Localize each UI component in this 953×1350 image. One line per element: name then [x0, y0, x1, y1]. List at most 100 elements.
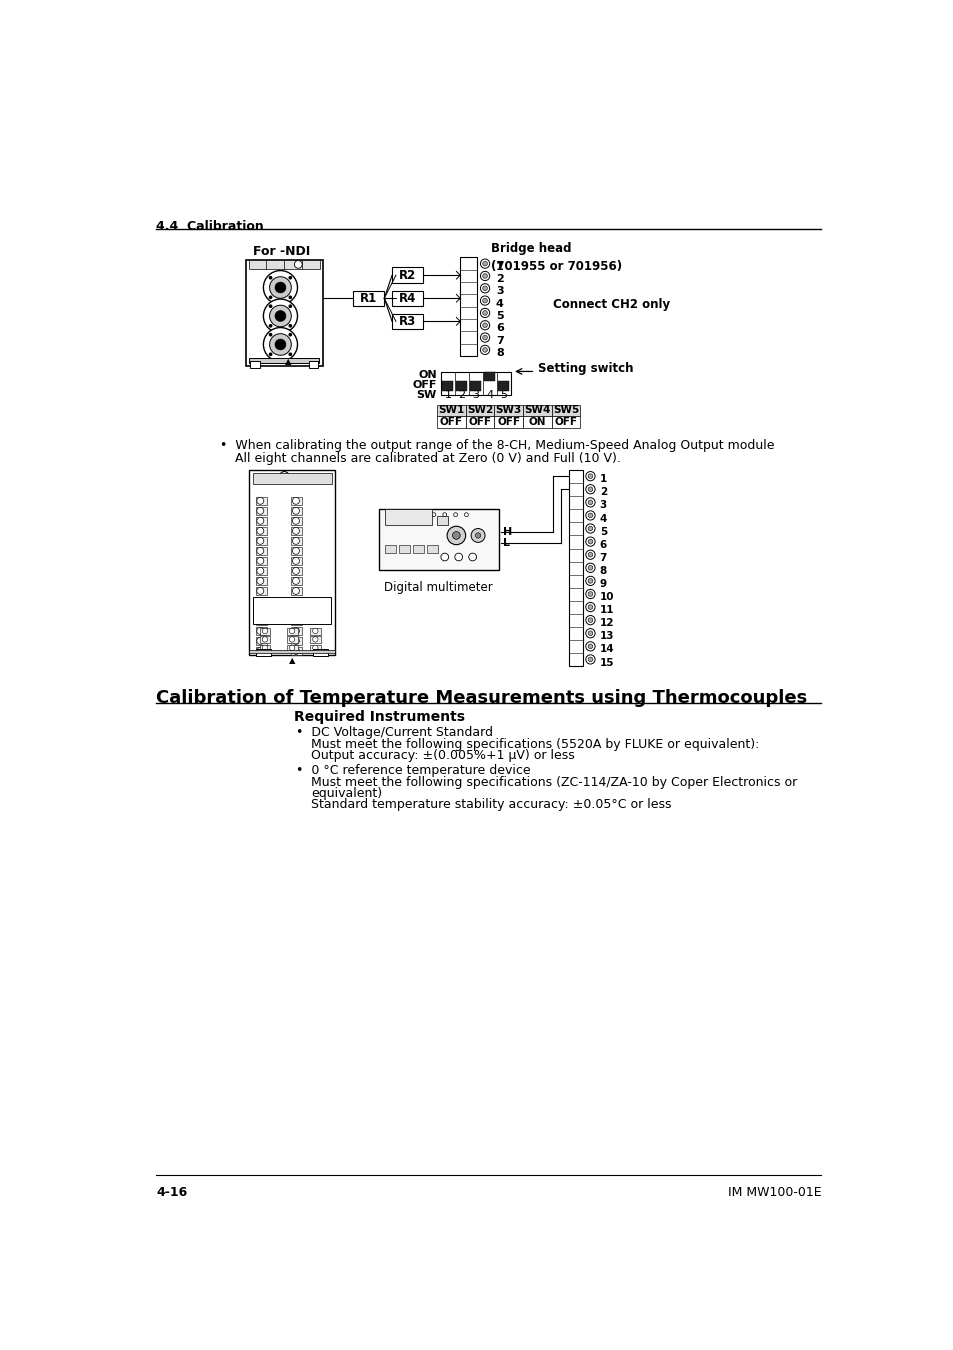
Circle shape [256, 537, 264, 544]
Bar [255, 558, 266, 564]
Text: For -NDI: For -NDI [253, 246, 311, 258]
Text: 4-16: 4-16 [156, 1187, 188, 1199]
Bar [310, 645, 320, 652]
Bar [378, 509, 498, 570]
Text: OFF: OFF [468, 417, 491, 427]
Bar [255, 617, 266, 625]
Circle shape [269, 333, 272, 336]
Circle shape [585, 549, 595, 559]
Circle shape [256, 558, 264, 564]
Text: IM MW100-01E: IM MW100-01E [727, 1187, 821, 1199]
Bar [286, 645, 297, 652]
Bar [291, 547, 302, 555]
Text: 3: 3 [472, 390, 478, 400]
Circle shape [256, 508, 264, 514]
FancyBboxPatch shape [392, 290, 422, 306]
Bar [249, 470, 335, 655]
Text: 4: 4 [496, 298, 503, 309]
Bar [291, 647, 302, 655]
Bar [255, 517, 266, 525]
Circle shape [262, 645, 268, 651]
Bar [255, 576, 266, 585]
Bar [459, 258, 476, 356]
Circle shape [455, 554, 462, 560]
Text: 1: 1 [496, 262, 503, 271]
Circle shape [585, 498, 595, 508]
Circle shape [289, 324, 292, 327]
Circle shape [256, 608, 264, 614]
Circle shape [587, 566, 592, 570]
Circle shape [256, 497, 264, 505]
Text: OFF: OFF [554, 417, 577, 427]
Circle shape [432, 513, 436, 517]
Circle shape [585, 537, 595, 547]
Circle shape [289, 333, 292, 336]
Text: SW4: SW4 [523, 405, 550, 416]
Circle shape [464, 513, 468, 517]
Bar [249, 259, 319, 269]
Circle shape [475, 533, 480, 539]
Text: 5: 5 [499, 390, 507, 400]
Circle shape [480, 296, 489, 305]
Text: R3: R3 [398, 315, 416, 328]
Bar [497, 382, 509, 390]
Text: 4: 4 [486, 390, 493, 400]
Circle shape [269, 354, 272, 355]
Circle shape [293, 528, 299, 535]
Circle shape [587, 552, 592, 558]
Circle shape [399, 513, 403, 517]
Circle shape [293, 508, 299, 514]
Circle shape [587, 487, 592, 491]
Bar [255, 497, 266, 505]
Circle shape [289, 277, 292, 279]
Circle shape [256, 598, 264, 605]
Circle shape [270, 333, 291, 355]
Text: Required Instruments: Required Instruments [294, 710, 464, 724]
Circle shape [480, 333, 489, 342]
Circle shape [293, 537, 299, 544]
Circle shape [279, 471, 289, 481]
Bar [465, 416, 494, 428]
Text: 9: 9 [599, 579, 606, 589]
Bar [249, 358, 319, 363]
Circle shape [585, 524, 595, 533]
Text: 13: 13 [599, 632, 614, 641]
Circle shape [256, 528, 264, 535]
Text: ▲: ▲ [285, 356, 292, 366]
Bar [385, 545, 395, 554]
Bar [385, 509, 431, 525]
Circle shape [294, 261, 302, 269]
Circle shape [482, 323, 487, 328]
Circle shape [289, 354, 292, 355]
Bar [291, 587, 302, 595]
Circle shape [482, 274, 487, 278]
Circle shape [293, 497, 299, 505]
Text: Must meet the following specifications (5520A by FLUKE or equivalent):: Must meet the following specifications (… [311, 738, 759, 751]
Bar [436, 516, 447, 525]
Circle shape [256, 637, 264, 644]
Bar [291, 526, 302, 535]
Circle shape [587, 474, 592, 478]
Text: 6: 6 [599, 540, 606, 549]
Bar [291, 497, 302, 505]
Bar [255, 647, 266, 655]
Text: 6: 6 [496, 323, 503, 333]
Circle shape [480, 308, 489, 317]
Circle shape [293, 637, 299, 644]
Circle shape [289, 637, 294, 643]
Bar [286, 628, 297, 634]
Bar [310, 628, 320, 634]
Text: Setting switch: Setting switch [537, 362, 633, 375]
Bar [259, 645, 270, 652]
Bar [259, 636, 270, 643]
Text: 8: 8 [599, 566, 606, 576]
Circle shape [482, 347, 487, 352]
Bar [398, 545, 410, 554]
Circle shape [482, 286, 487, 290]
Circle shape [587, 526, 592, 531]
Circle shape [587, 630, 592, 636]
Text: R2: R2 [398, 269, 416, 282]
Text: 3: 3 [496, 286, 503, 297]
Text: Must meet the following specifications (ZC-114/ZA-10 by Coper Electronics or: Must meet the following specifications (… [311, 776, 797, 790]
Circle shape [587, 579, 592, 583]
